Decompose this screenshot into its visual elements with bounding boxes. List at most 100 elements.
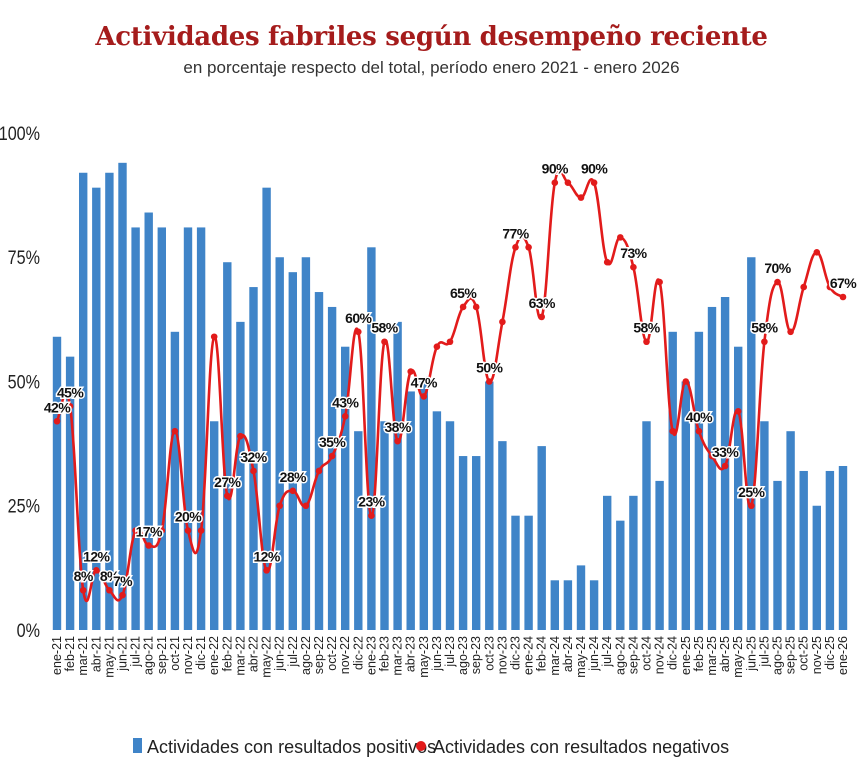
y-tick-label: 0% [17,620,41,642]
bar [603,495,612,630]
x-tick-label: nov-25 [810,636,824,674]
line-point [590,179,598,186]
line-point [748,502,755,510]
bar [105,172,114,630]
x-tick-label: oct-25 [797,636,811,671]
x-tick-label: ago-22 [299,636,313,675]
bar [157,227,166,630]
x-tick-label: jun-22 [273,636,287,672]
bar [419,376,428,630]
x-tick-label: ene-21 [50,636,64,675]
line-point [381,338,388,346]
data-label: 33% [712,444,739,460]
x-tick-label: ago-21 [142,636,156,675]
line-point [682,378,690,385]
bar [707,306,717,630]
x-tick-label: dic-23 [509,636,523,670]
data-label: 38% [384,419,411,435]
bar [327,306,337,630]
x-tick-label: feb-24 [535,636,549,671]
bar [367,247,376,630]
bar [694,331,704,630]
data-label: 45% [57,384,84,400]
line-point [499,318,506,326]
x-tick-label: dic-25 [823,636,837,670]
data-label: 70% [764,260,791,276]
bar [576,565,586,630]
line-point [630,263,637,271]
x-tick-label: nov-22 [338,636,352,674]
data-label: 90% [581,161,608,177]
bar [118,162,127,630]
legend-label-positive: Actividades con resultados positivos [147,737,436,757]
line-point [158,527,166,534]
line-point [132,527,139,534]
x-tick-label: feb-23 [378,636,392,671]
x-tick-label: nov-23 [495,636,509,674]
data-label: 12% [253,548,280,564]
bar [838,465,848,630]
bar [432,411,442,630]
line-point [276,502,284,510]
line-point [210,333,218,341]
legend: Actividades con resultados positivos Act… [133,737,729,757]
line-point [643,338,650,346]
data-label: 25% [738,484,765,500]
x-tick-label: may-25 [731,636,745,678]
x-tick-label: may-22 [260,636,274,678]
line-point [407,368,415,375]
line-point [394,437,401,445]
x-tick-label: ene-26 [836,636,850,675]
x-tick-label: sep-21 [155,636,169,674]
x-tick-label: may-21 [102,636,116,678]
x-tick-label: may-23 [417,636,431,678]
bar [747,257,756,630]
data-label: 43% [332,394,359,410]
bar [79,172,88,630]
x-tick-label: oct-21 [168,636,182,671]
data-label: 77% [502,225,529,241]
data-label: 67% [830,275,857,291]
chart-title: Actividades fabriles según desempeño rec… [95,22,768,52]
data-label: 42% [44,399,71,415]
data-label: 7% [113,573,133,589]
x-tick-label: may-24 [574,636,588,678]
line-point [839,293,847,301]
x-tick-label: dic-21 [194,636,208,670]
data-label: 12% [83,548,110,564]
x-tick-label: jun-23 [430,636,444,672]
x-tick-label: oct-23 [482,636,496,671]
line-point [250,467,257,475]
bar [563,580,573,630]
line-point [617,234,624,241]
bar [642,421,651,630]
x-tick-label: jul-25 [757,636,771,668]
x-tick-label: feb-21 [63,636,77,671]
line-point [66,403,74,410]
data-label: 65% [450,285,477,301]
line-point [237,432,244,440]
data-label: 50% [476,360,503,376]
bar [210,421,219,630]
bar [314,292,324,630]
bar [393,321,402,630]
line-point [656,278,663,286]
line-point [538,313,545,321]
legend-label-negative: Actividades con resultados negativos [433,737,729,757]
line-point [171,427,179,435]
bar [472,456,481,630]
data-label: 73% [620,245,647,261]
bar [52,336,62,630]
x-tick-label: sep-22 [312,636,326,674]
x-tick-label: dic-24 [666,636,680,670]
data-label: 32% [240,449,267,465]
line-point [551,179,559,186]
data-label: 63% [529,295,556,311]
bar [786,431,795,630]
line-point [446,338,454,346]
bar [511,515,520,630]
data-label: 90% [542,161,569,177]
data-label: 17% [136,524,163,540]
data-label: 35% [319,434,346,450]
